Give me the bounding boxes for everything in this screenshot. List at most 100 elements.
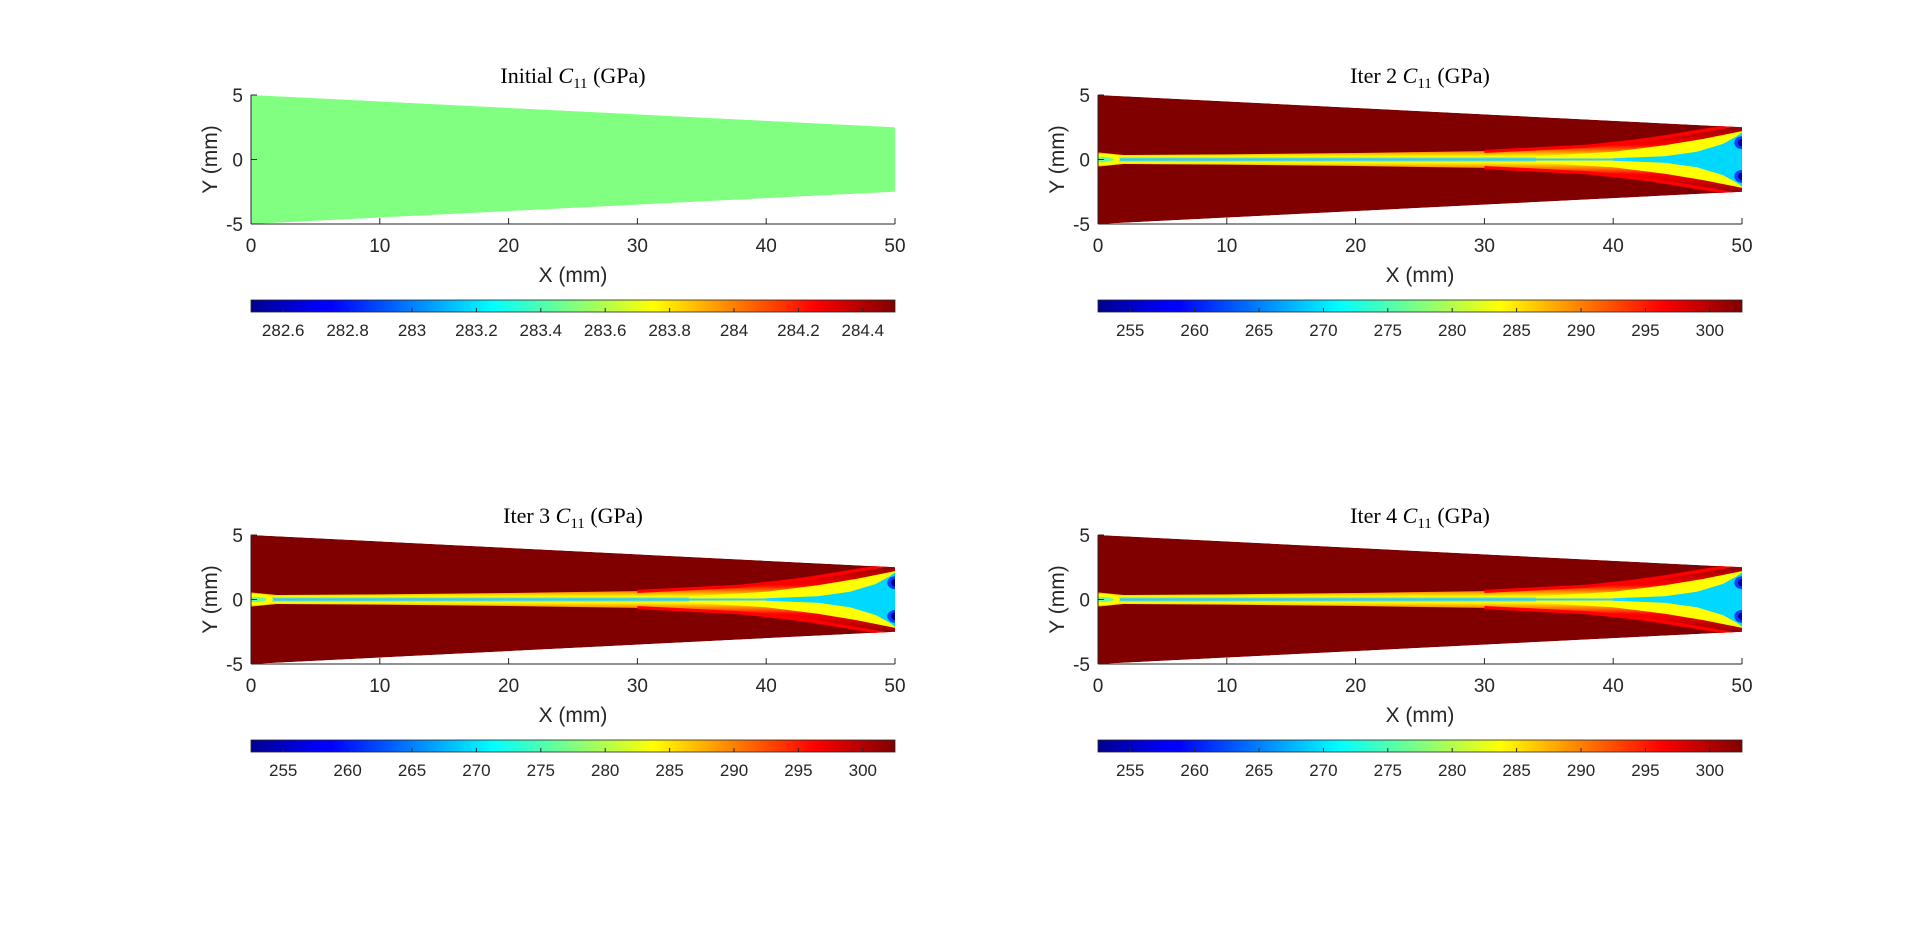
x-tick-label: 20 (498, 676, 519, 697)
colorbar-tick-label: 284.2 (777, 321, 820, 340)
y-tick-label: 0 (232, 591, 243, 612)
x-tick-label: 30 (627, 236, 648, 257)
x-tick-label: 30 (1474, 236, 1495, 257)
y-axis-label: Y (mm) (199, 565, 222, 633)
colorbar-tick-label: 282.8 (326, 321, 369, 340)
field-map (1098, 95, 1742, 224)
colorbar-tick-label: 260 (1180, 321, 1208, 340)
colorbar-tick-label: 270 (1309, 321, 1337, 340)
colorbar-tick-label: 275 (1374, 321, 1402, 340)
x-tick-label: 0 (1093, 236, 1104, 257)
crack-line (1110, 598, 1627, 601)
darkblue-spot-lower (1738, 612, 1742, 621)
colorbar-tick-label: 290 (720, 761, 748, 780)
x-tick-label: 30 (1474, 676, 1495, 697)
x-tick-label: 40 (756, 236, 777, 257)
y-axis-label: Y (mm) (1046, 565, 1069, 633)
colorbar-tick-label: 300 (1696, 321, 1724, 340)
y-tick-label: -5 (226, 655, 243, 676)
y-axis-label: Y (mm) (199, 125, 222, 193)
rim-upper (1484, 562, 1742, 594)
panel-title: Iter 4 C11 (GPa) (1350, 503, 1490, 532)
colorbar-tick-label: 260 (1180, 761, 1208, 780)
y-tick-label: 0 (1079, 591, 1090, 612)
colorbar-tick-label: 265 (1245, 761, 1273, 780)
x-tick-label: 50 (884, 236, 905, 257)
colorbar-tick-label: 280 (1438, 761, 1466, 780)
x-tick-label: 0 (246, 236, 257, 257)
colorbar-tick-label: 295 (1631, 761, 1659, 780)
colorbar-tick-label: 295 (1631, 321, 1659, 340)
rim-upper (637, 562, 895, 594)
colorbar-tick-label: 280 (1438, 321, 1466, 340)
x-tick-label: 50 (1731, 676, 1752, 697)
x-tick-label: 0 (246, 676, 257, 697)
colorbar-tick-label: 283.4 (520, 321, 563, 340)
y-tick-label: 5 (1079, 86, 1090, 107)
colorbar-tick-label: 285 (1502, 321, 1530, 340)
x-tick-label: 0 (1093, 676, 1104, 697)
colorbar-tick-label: 275 (527, 761, 555, 780)
x-tick-label: 20 (1345, 236, 1366, 257)
y-tick-label: -5 (226, 215, 243, 236)
colorbar-tick-label: 265 (398, 761, 426, 780)
colorbar-tick-label: 283.2 (455, 321, 498, 340)
colorbar-tick-label: 260 (333, 761, 361, 780)
x-axis-label: X (mm) (539, 704, 608, 727)
colorbar-tick-label: 285 (655, 761, 683, 780)
colorbar-tick-label: 275 (1374, 761, 1402, 780)
y-tick-label: -5 (1073, 215, 1090, 236)
x-axis-label: X (mm) (1386, 704, 1455, 727)
darkblue-spot-upper (891, 578, 895, 587)
colorbar-tick-label: 300 (1696, 761, 1724, 780)
colorbar-tick-label: 255 (1116, 761, 1144, 780)
y-tick-label: 5 (1079, 526, 1090, 547)
y-tick-label: 5 (232, 526, 243, 547)
y-tick-label: 5 (232, 86, 243, 107)
darkblue-spot-upper (1738, 578, 1742, 587)
panel-title: Iter 3 C11 (GPa) (503, 503, 643, 532)
colorbar-tick-label: 300 (849, 761, 877, 780)
x-tick-label: 40 (1603, 676, 1624, 697)
panel-title: Initial C11 (GPa) (500, 63, 645, 92)
cyan-fan (766, 572, 895, 627)
x-tick-label: 40 (1603, 236, 1624, 257)
colorbar-tick-label: 265 (1245, 321, 1273, 340)
colorbar-tick-label: 283.8 (648, 321, 691, 340)
cyan-fan (1613, 572, 1742, 627)
rim-upper (1484, 122, 1742, 154)
darkblue-spot-upper (1738, 138, 1742, 147)
x-tick-label: 30 (627, 676, 648, 697)
rim-lower (1484, 605, 1742, 637)
colorbar-tick-label: 285 (1502, 761, 1530, 780)
y-tick-label: 0 (1079, 151, 1090, 172)
colorbar-tick-label: 282.6 (262, 321, 305, 340)
rim-lower (637, 605, 895, 637)
y-tick-label: -5 (1073, 655, 1090, 676)
darkblue-spot-lower (1738, 172, 1742, 181)
field-map (251, 535, 895, 664)
colorbar-tick-label: 283.6 (584, 321, 627, 340)
x-tick-label: 10 (1216, 236, 1237, 257)
colorbar-tick-label: 290 (1567, 321, 1595, 340)
cyan-fan (1613, 132, 1742, 187)
colorbar-tick-label: 290 (1567, 761, 1595, 780)
crack-line (1110, 158, 1627, 161)
y-tick-label: 0 (232, 151, 243, 172)
colorbar-tick-label: 255 (1116, 321, 1144, 340)
x-tick-label: 10 (1216, 676, 1237, 697)
colorbar-tick-label: 295 (784, 761, 812, 780)
x-axis-label: X (mm) (1386, 264, 1455, 287)
x-tick-label: 20 (1345, 676, 1366, 697)
field-map (251, 95, 895, 224)
colorbar-tick-label: 283 (398, 321, 426, 340)
colorbar-tick-label: 270 (1309, 761, 1337, 780)
darkblue-spot-lower (891, 612, 895, 621)
x-tick-label: 50 (1731, 236, 1752, 257)
colorbar-tick-label: 284 (720, 321, 748, 340)
x-tick-label: 40 (756, 676, 777, 697)
